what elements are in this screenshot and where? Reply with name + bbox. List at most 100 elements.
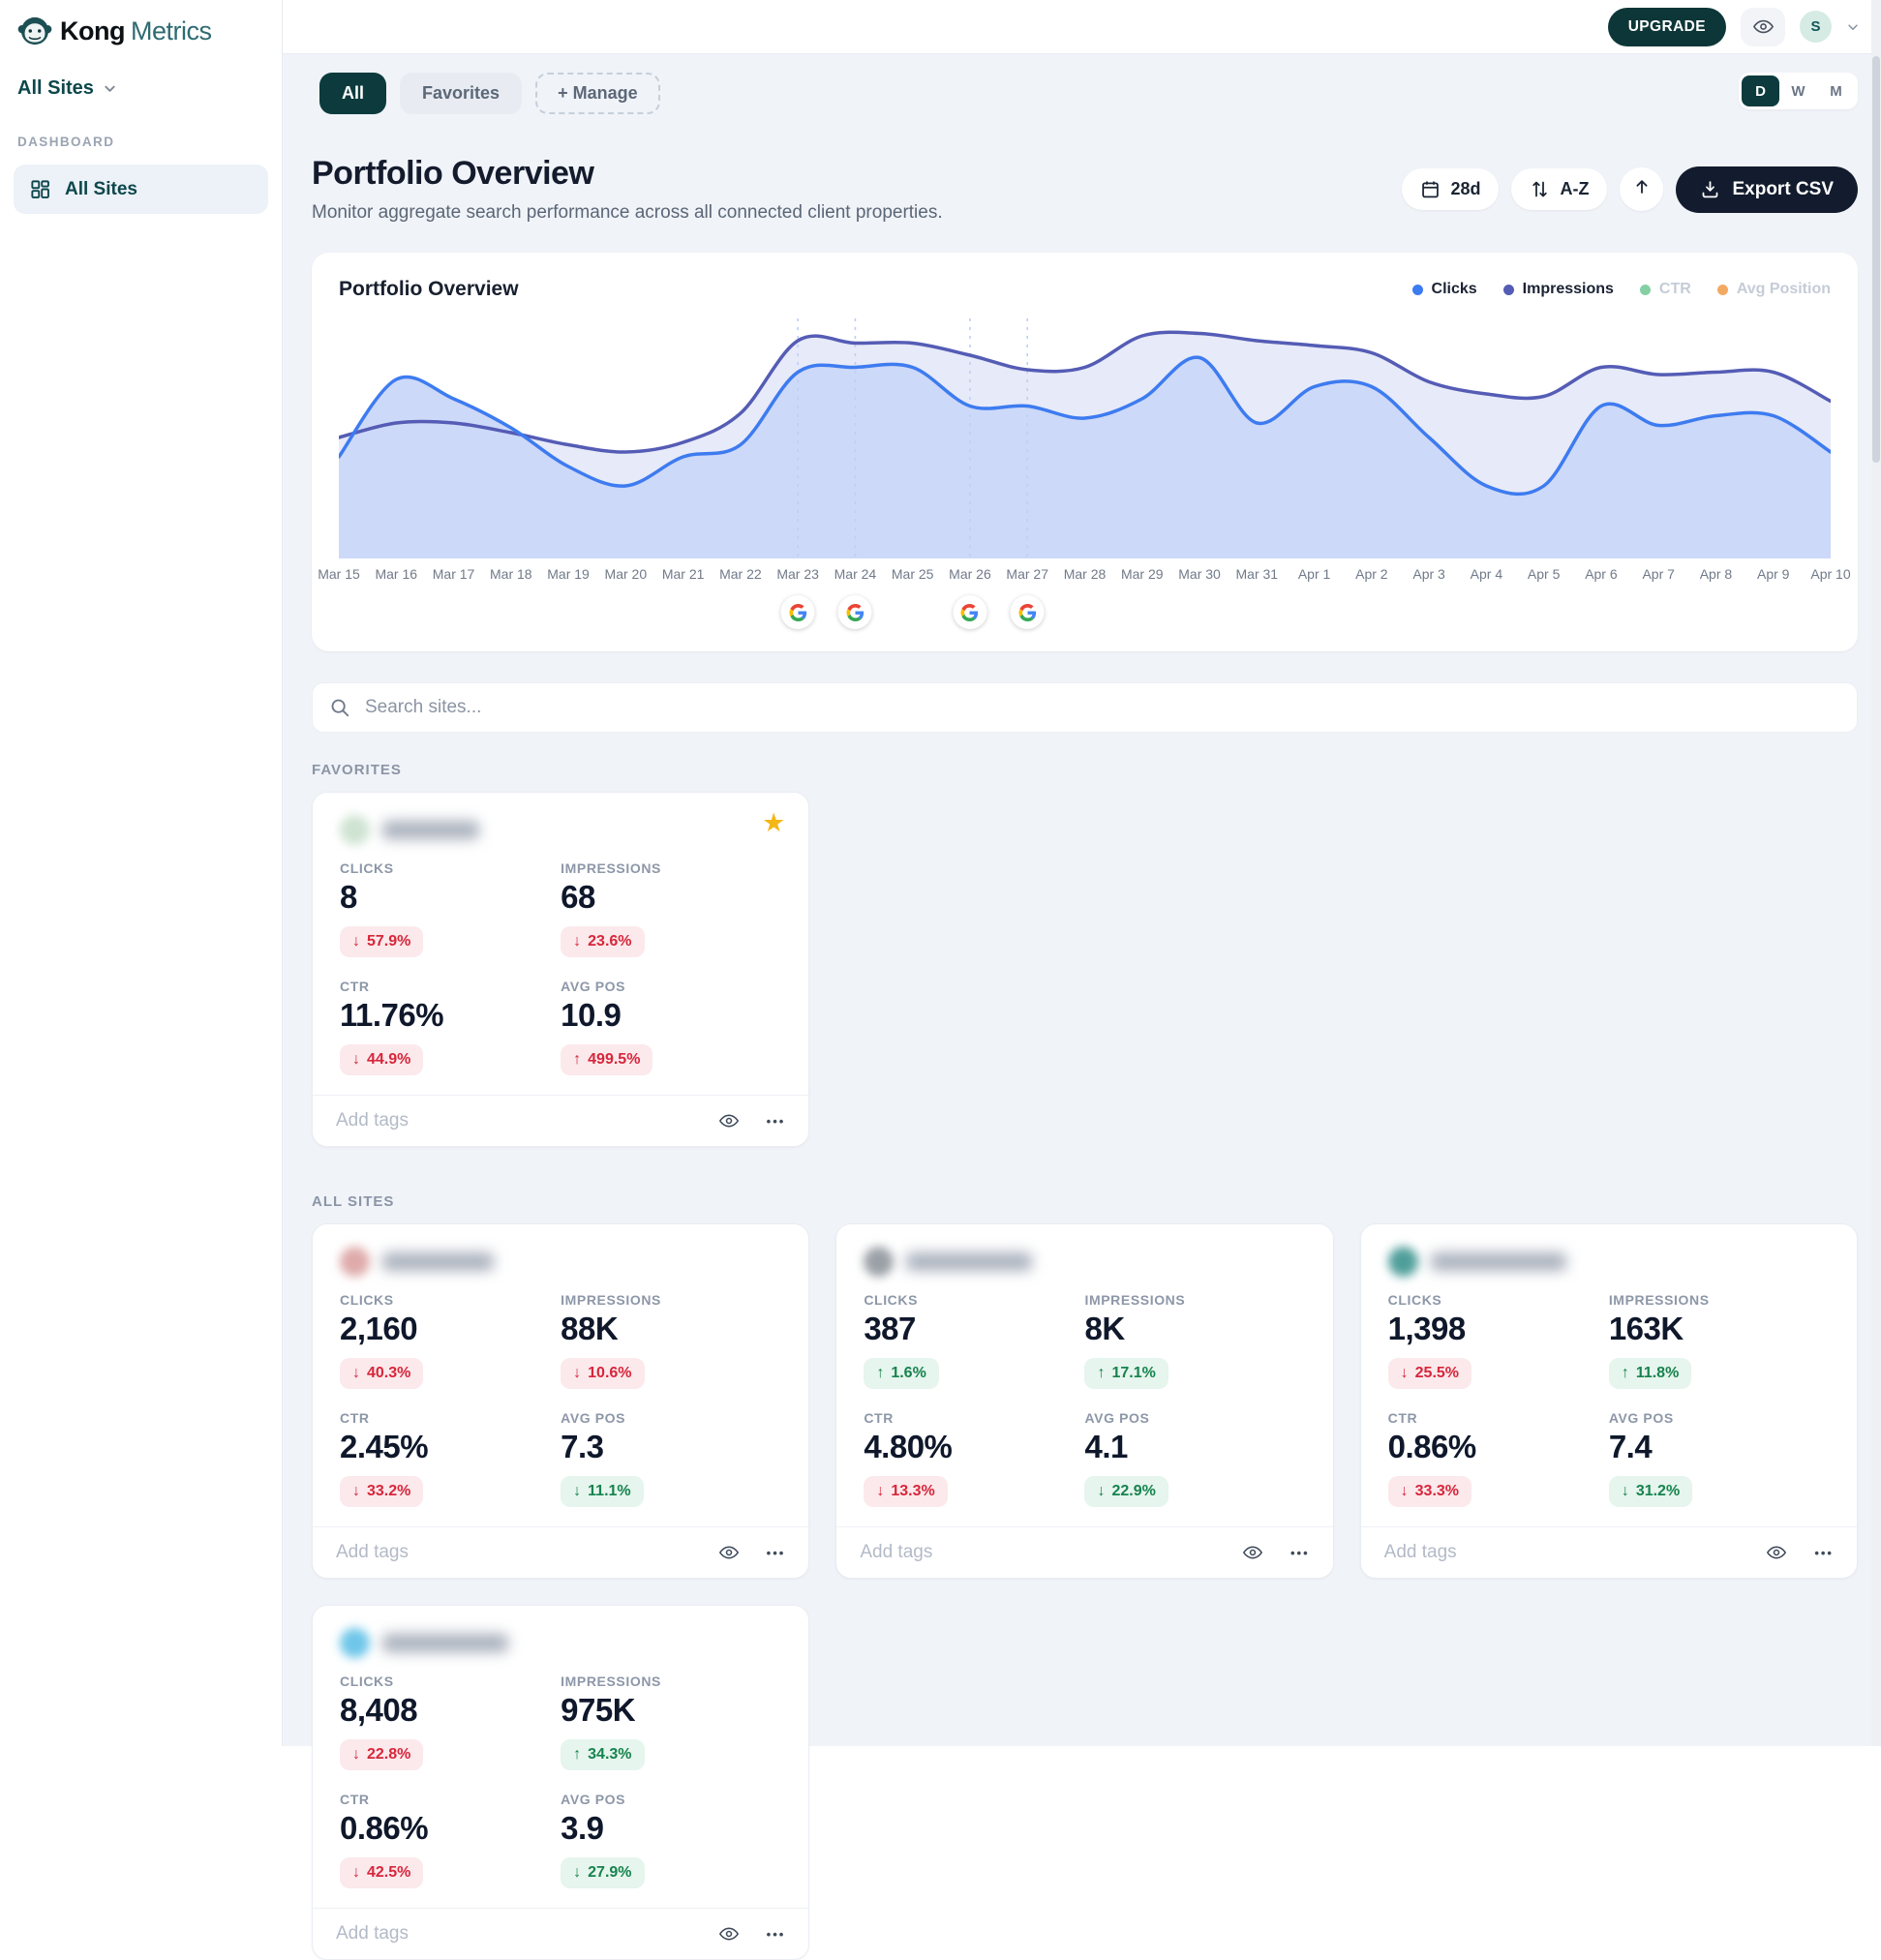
preview-site-button[interactable] xyxy=(1766,1542,1787,1563)
site-card[interactable]: CLICKS 387 ↑ 1.6% IMPRESSIONS 8K ↑ 17.1% CTR 4.80… xyxy=(835,1223,1334,1579)
metric-label: CLICKS xyxy=(340,1292,394,1308)
eye-icon xyxy=(718,1927,739,1941)
metric-change-badge: ↓ 27.9% xyxy=(561,1857,645,1888)
legend-item-ctr[interactable]: CTR xyxy=(1639,281,1691,298)
search-input[interactable] xyxy=(363,696,1840,719)
x-axis-label: Apr 2 xyxy=(1355,566,1388,582)
legend-label: CTR xyxy=(1658,281,1691,297)
metric-ctr: CTR 0.86% ↓ 33.3% xyxy=(1387,1410,1609,1507)
metrics-grid: CLICKS 8 ↓ 57.9% IMPRESSIONS 68 ↓ 23.6% CTR 11.76… xyxy=(340,860,781,1075)
more-options-button[interactable]: ••• xyxy=(766,1545,786,1560)
site-card[interactable]: CLICKS 8,408 ↓ 22.8% IMPRESSIONS 975K ↑ 34.3% CT… xyxy=(312,1605,810,1960)
legend-item-impressions[interactable]: Impressions xyxy=(1502,281,1614,298)
metric-avg-pos: AVG POS 3.9 ↓ 27.9% xyxy=(561,1792,781,1888)
metric-label: IMPRESSIONS xyxy=(1084,1292,1186,1308)
account-chevron-down-icon[interactable] xyxy=(1846,20,1860,34)
more-options-button[interactable]: ••• xyxy=(766,1926,786,1942)
metric-label: CTR xyxy=(340,1792,370,1807)
sidebar-item-all-sites[interactable]: All Sites xyxy=(14,165,268,214)
date-range-button[interactable]: 28d xyxy=(1402,168,1500,210)
metric-ctr: CTR 11.76% ↓ 44.9% xyxy=(340,979,561,1075)
user-avatar[interactable]: S xyxy=(1800,11,1832,43)
preview-site-button[interactable] xyxy=(718,1542,740,1563)
site-name-blurred xyxy=(1430,1251,1566,1271)
add-tags-button[interactable]: Add tags xyxy=(336,1923,409,1944)
add-tags-button[interactable]: Add tags xyxy=(860,1542,933,1562)
metric-change-badge: ↑ 34.3% xyxy=(561,1739,645,1770)
add-tags-button[interactable]: Add tags xyxy=(336,1110,409,1131)
metric-value: 8,408 xyxy=(340,1692,418,1728)
metrics-grid: CLICKS 8,408 ↓ 22.8% IMPRESSIONS 975K ↑ 34.3% CT… xyxy=(340,1674,781,1888)
site-card-body: CLICKS 8,408 ↓ 22.8% IMPRESSIONS 975K ↑ 34.3% CT… xyxy=(313,1606,808,1908)
page-scrollbar[interactable] xyxy=(1871,0,1881,1746)
site-card-body: CLICKS 1,398 ↓ 25.5% IMPRESSIONS 163K ↑ 11.8% CT… xyxy=(1361,1224,1857,1526)
arrow-down-icon: ↓ xyxy=(573,1864,582,1881)
legend-item-avg-position[interactable]: Avg Position xyxy=(1716,281,1831,298)
granularity-week[interactable]: W xyxy=(1791,82,1805,100)
all-sites-grid: CLICKS 2,160 ↓ 40.3% IMPRESSIONS 88K ↓ 10.6% CTR… xyxy=(312,1223,1858,1960)
preview-site-button[interactable] xyxy=(718,1923,740,1945)
google-update-marker[interactable] xyxy=(953,595,987,629)
portfolio-chart-card: Portfolio Overview Clicks Impressions CTR A… xyxy=(312,253,1858,651)
eye-icon xyxy=(718,1546,739,1559)
metric-change-badge: ↓ 44.9% xyxy=(340,1044,424,1075)
site-card-body: CLICKS 8 ↓ 57.9% IMPRESSIONS 68 ↓ 23.6% CTR 11.76… xyxy=(313,793,808,1095)
favorite-star-icon[interactable]: ★ xyxy=(762,808,786,837)
site-card-header xyxy=(864,1245,1305,1278)
export-csv-button[interactable]: Export CSV xyxy=(1676,166,1858,213)
export-csv-label: Export CSV xyxy=(1732,178,1834,199)
tab-all[interactable]: All xyxy=(319,73,387,114)
more-options-button[interactable]: ••• xyxy=(766,1113,786,1129)
sort-arrows-icon xyxy=(1530,179,1550,199)
metric-label: CLICKS xyxy=(340,860,394,876)
legend-item-clicks[interactable]: Clicks xyxy=(1411,281,1477,298)
site-selector-label: All Sites xyxy=(17,77,94,99)
sort-direction-button[interactable] xyxy=(1620,167,1664,211)
x-axis-label: Mar 22 xyxy=(719,566,762,582)
metric-value: 11.76% xyxy=(340,997,444,1033)
metric-label: CLICKS xyxy=(864,1292,919,1308)
sort-button[interactable]: A-Z xyxy=(1511,168,1608,210)
google-update-marker[interactable] xyxy=(780,595,815,629)
site-card[interactable]: CLICKS 8 ↓ 57.9% IMPRESSIONS 68 ↓ 23.6% CTR 11.76… xyxy=(312,792,810,1147)
preview-site-button[interactable] xyxy=(1242,1542,1263,1563)
x-axis-label: Mar 31 xyxy=(1235,566,1279,582)
tab-manage[interactable]: + Manage xyxy=(535,73,660,114)
metric-label: AVG POS xyxy=(561,1792,626,1807)
add-tags-button[interactable]: Add tags xyxy=(336,1542,409,1562)
metric-label: CTR xyxy=(340,979,370,994)
site-selector-dropdown[interactable]: All Sites xyxy=(14,77,268,100)
x-axis-label: Mar 27 xyxy=(1006,566,1049,582)
add-tags-button[interactable]: Add tags xyxy=(1383,1542,1457,1562)
sidebar-section-label: DASHBOARD xyxy=(17,135,115,149)
metric-value: 2.45% xyxy=(340,1429,429,1464)
site-favicon xyxy=(864,1246,895,1277)
arrow-down-icon: ↓ xyxy=(876,1483,885,1499)
site-name-blurred xyxy=(382,1251,494,1271)
granularity-month[interactable]: M xyxy=(1830,82,1842,100)
google-update-marker[interactable] xyxy=(1010,595,1045,629)
preview-mode-button[interactable] xyxy=(1741,7,1785,46)
granularity-day[interactable]: D xyxy=(1742,75,1779,106)
brand-name-metrics: Metrics xyxy=(130,15,212,45)
metric-change-badge: ↓ 42.5% xyxy=(340,1857,424,1888)
brand-logo[interactable]: Kong Metrics xyxy=(14,10,268,52)
arrow-down-icon: ↓ xyxy=(1097,1483,1106,1499)
more-options-button[interactable]: ••• xyxy=(1290,1545,1310,1560)
upgrade-button[interactable]: UPGRADE xyxy=(1607,7,1726,46)
preview-site-button[interactable] xyxy=(718,1110,740,1131)
favorites-grid: CLICKS 8 ↓ 57.9% IMPRESSIONS 68 ↓ 23.6% CTR 11.76… xyxy=(312,792,1858,1147)
metric-impressions: IMPRESSIONS 68 ↓ 23.6% xyxy=(561,860,781,957)
site-card-body: CLICKS 2,160 ↓ 40.3% IMPRESSIONS 88K ↓ 10.6% CTR… xyxy=(313,1224,808,1526)
scrollbar-thumb[interactable] xyxy=(1872,56,1880,463)
site-card[interactable]: CLICKS 2,160 ↓ 40.3% IMPRESSIONS 88K ↓ 10.6% CTR… xyxy=(312,1223,810,1579)
filter-tabs: All Favorites + Manage xyxy=(312,73,660,114)
more-options-button[interactable]: ••• xyxy=(1814,1545,1834,1560)
google-update-marker[interactable] xyxy=(837,595,872,629)
metric-label: IMPRESSIONS xyxy=(561,860,661,876)
metric-value: 8 xyxy=(340,879,357,915)
metric-change-badge: ↓ 11.1% xyxy=(561,1476,644,1507)
tab-favorites[interactable]: Favorites xyxy=(400,73,523,114)
site-card[interactable]: CLICKS 1,398 ↓ 25.5% IMPRESSIONS 163K ↑ 11.8% CT… xyxy=(1359,1223,1858,1579)
legend-dot-impressions xyxy=(1502,284,1514,295)
